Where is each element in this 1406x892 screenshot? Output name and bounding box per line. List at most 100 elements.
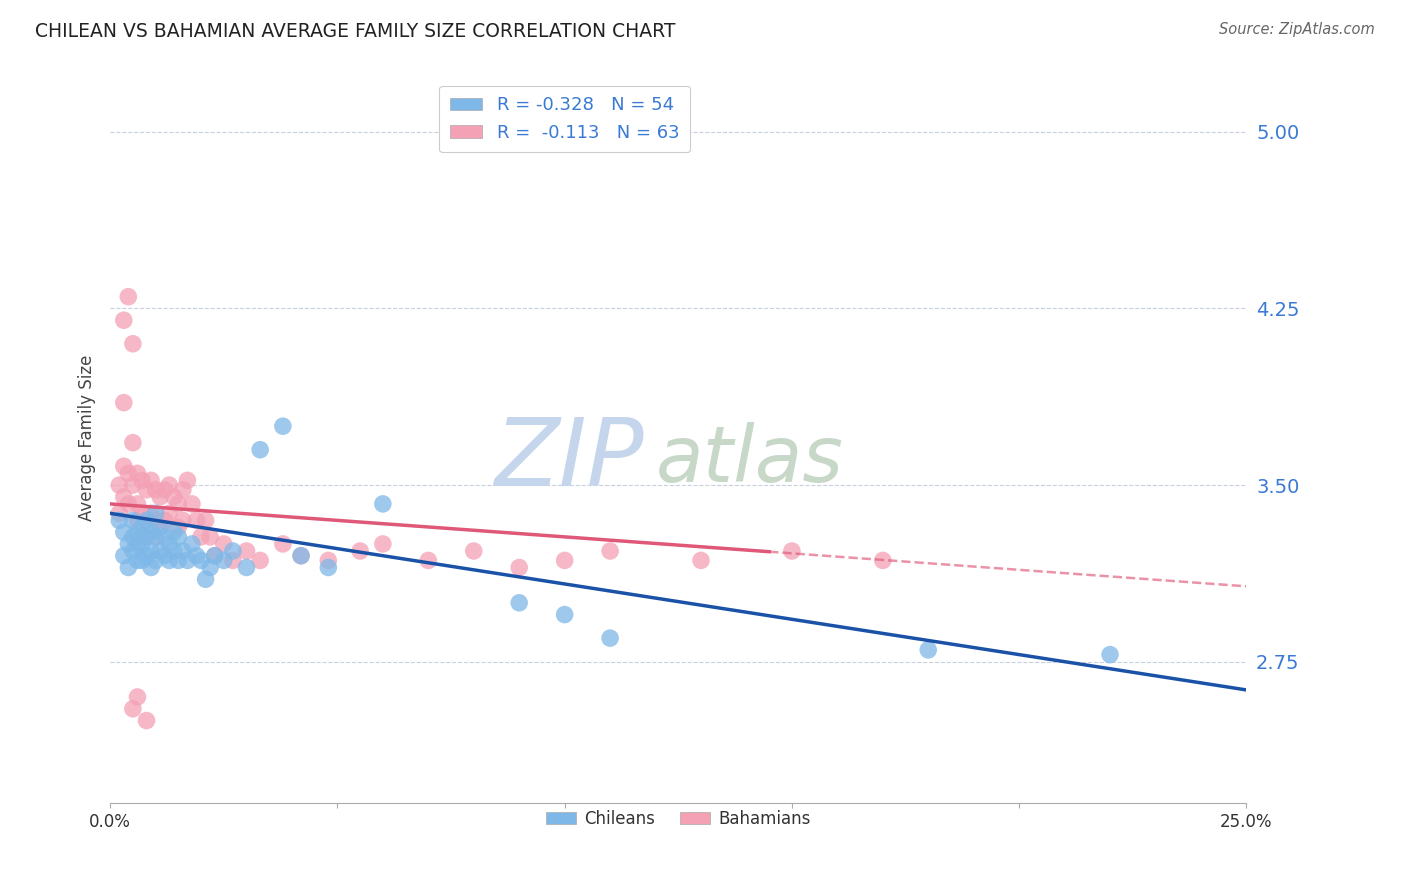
Point	[181, 537, 204, 551]
Point	[131, 520, 153, 534]
Text: ZIP: ZIP	[495, 415, 644, 506]
Point	[172, 513, 194, 527]
Point	[135, 513, 157, 527]
Point	[135, 549, 157, 563]
Point	[318, 553, 340, 567]
Point	[127, 537, 149, 551]
Point	[157, 553, 180, 567]
Point	[135, 483, 157, 497]
Point	[190, 553, 212, 567]
Point	[194, 572, 217, 586]
Point	[157, 506, 180, 520]
Point	[131, 474, 153, 488]
Point	[149, 520, 172, 534]
Point	[204, 549, 226, 563]
Point	[157, 478, 180, 492]
Point	[1099, 648, 1122, 662]
Point	[127, 513, 149, 527]
Point	[163, 544, 186, 558]
Point	[131, 530, 153, 544]
Point	[117, 497, 139, 511]
Point	[153, 483, 176, 497]
Point	[153, 549, 176, 563]
Point	[108, 478, 131, 492]
Point	[127, 553, 149, 567]
Point	[371, 537, 394, 551]
Point	[112, 525, 135, 540]
Point	[176, 474, 198, 488]
Point	[917, 643, 939, 657]
Point	[172, 544, 194, 558]
Point	[176, 553, 198, 567]
Point	[131, 537, 153, 551]
Point	[139, 474, 162, 488]
Point	[508, 560, 530, 574]
Point	[271, 537, 294, 551]
Point	[139, 560, 162, 574]
Point	[599, 544, 621, 558]
Point	[190, 530, 212, 544]
Point	[135, 530, 157, 544]
Point	[139, 525, 162, 540]
Point	[371, 497, 394, 511]
Y-axis label: Average Family Size: Average Family Size	[79, 355, 96, 521]
Point	[112, 549, 135, 563]
Point	[122, 478, 145, 492]
Point	[780, 544, 803, 558]
Point	[554, 607, 576, 622]
Point	[181, 497, 204, 511]
Point	[690, 553, 713, 567]
Text: atlas: atlas	[655, 422, 844, 498]
Point	[139, 544, 162, 558]
Point	[235, 560, 257, 574]
Point	[249, 553, 271, 567]
Point	[212, 537, 235, 551]
Point	[290, 549, 312, 563]
Point	[186, 513, 208, 527]
Point	[127, 525, 149, 540]
Text: Source: ZipAtlas.com: Source: ZipAtlas.com	[1219, 22, 1375, 37]
Point	[167, 520, 190, 534]
Point	[153, 530, 176, 544]
Point	[122, 513, 145, 527]
Point	[318, 560, 340, 574]
Point	[145, 553, 167, 567]
Point	[167, 497, 190, 511]
Point	[108, 513, 131, 527]
Point	[122, 702, 145, 716]
Point	[163, 525, 186, 540]
Point	[204, 549, 226, 563]
Point	[167, 553, 190, 567]
Point	[135, 513, 157, 527]
Point	[122, 544, 145, 558]
Point	[153, 513, 176, 527]
Legend: Chileans, Bahamians: Chileans, Bahamians	[538, 804, 817, 835]
Point	[122, 530, 145, 544]
Point	[145, 513, 167, 527]
Point	[117, 290, 139, 304]
Point	[122, 336, 145, 351]
Point	[222, 553, 245, 567]
Point	[112, 395, 135, 409]
Point	[271, 419, 294, 434]
Point	[290, 549, 312, 563]
Point	[112, 459, 135, 474]
Point	[127, 497, 149, 511]
Point	[127, 467, 149, 481]
Point	[186, 549, 208, 563]
Point	[222, 544, 245, 558]
Point	[117, 537, 139, 551]
Point	[149, 520, 172, 534]
Point	[145, 483, 167, 497]
Point	[418, 553, 440, 567]
Point	[112, 313, 135, 327]
Text: CHILEAN VS BAHAMIAN AVERAGE FAMILY SIZE CORRELATION CHART: CHILEAN VS BAHAMIAN AVERAGE FAMILY SIZE …	[35, 22, 676, 41]
Point	[139, 506, 162, 520]
Point	[172, 483, 194, 497]
Point	[135, 714, 157, 728]
Point	[145, 530, 167, 544]
Point	[554, 553, 576, 567]
Point	[349, 544, 371, 558]
Point	[212, 553, 235, 567]
Point	[872, 553, 894, 567]
